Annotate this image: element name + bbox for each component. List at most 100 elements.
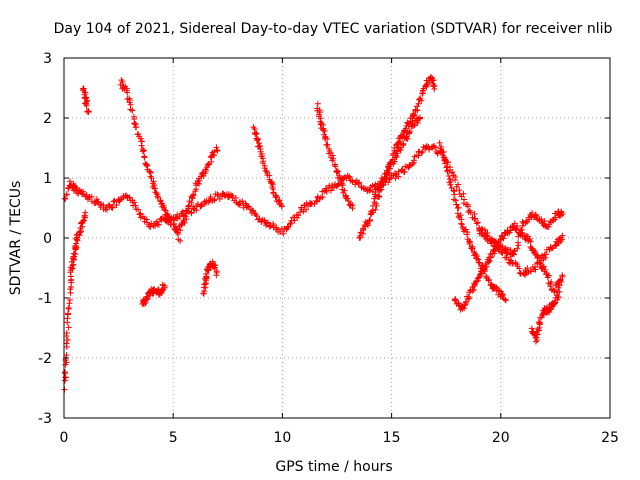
data-point bbox=[365, 222, 372, 229]
data-point bbox=[392, 154, 399, 161]
data-point bbox=[544, 274, 551, 281]
data-point bbox=[557, 277, 564, 284]
data-point bbox=[517, 226, 524, 233]
x-axis-label: GPS time / hours bbox=[275, 459, 392, 475]
data-point bbox=[458, 221, 465, 228]
data-point bbox=[66, 178, 73, 185]
data-point bbox=[559, 210, 566, 217]
data-point bbox=[94, 198, 101, 205]
data-point bbox=[551, 210, 558, 217]
data-point bbox=[556, 281, 563, 288]
y-tick-label: -3 bbox=[38, 411, 52, 427]
data-point bbox=[513, 225, 520, 232]
data-point bbox=[406, 128, 413, 135]
series-main-trend bbox=[62, 143, 566, 278]
data-point bbox=[64, 315, 71, 322]
data-point bbox=[210, 151, 217, 158]
data-point bbox=[182, 213, 189, 220]
data-point bbox=[550, 286, 557, 293]
y-tick-label: 2 bbox=[43, 111, 52, 127]
x-axis-ticks: 0 5 10 15 20 25 bbox=[60, 58, 619, 446]
data-point bbox=[440, 149, 447, 156]
data-point bbox=[147, 223, 154, 230]
data-point bbox=[452, 297, 459, 304]
data-point bbox=[366, 216, 373, 223]
data-point bbox=[558, 236, 565, 243]
data-point bbox=[486, 276, 493, 283]
data-point bbox=[86, 194, 93, 201]
data-point bbox=[402, 125, 409, 132]
data-point bbox=[83, 102, 90, 109]
data-point bbox=[516, 231, 523, 238]
data-point bbox=[542, 266, 549, 273]
data-point bbox=[65, 324, 72, 331]
series-arc-a bbox=[61, 209, 89, 393]
data-point bbox=[373, 200, 380, 207]
data-point bbox=[473, 220, 480, 227]
data-point bbox=[417, 114, 424, 121]
data-point bbox=[427, 74, 434, 81]
data-point bbox=[214, 147, 221, 154]
data-point bbox=[140, 147, 147, 154]
data-point bbox=[322, 134, 329, 141]
series-arc-n bbox=[528, 272, 566, 345]
data-point bbox=[190, 191, 197, 198]
data-point bbox=[559, 272, 566, 279]
data-point bbox=[537, 259, 544, 266]
data-point bbox=[415, 100, 422, 107]
data-point bbox=[410, 122, 417, 129]
data-point bbox=[313, 197, 320, 204]
data-point bbox=[181, 219, 188, 226]
data-point bbox=[82, 214, 89, 221]
data-point bbox=[155, 221, 162, 228]
data-point bbox=[213, 272, 220, 279]
data-point bbox=[251, 125, 258, 132]
data-point bbox=[527, 238, 534, 245]
data-point bbox=[385, 169, 392, 176]
data-point bbox=[183, 216, 190, 223]
data-point bbox=[491, 237, 498, 244]
data-point bbox=[336, 172, 343, 179]
data-point bbox=[294, 214, 301, 221]
data-point bbox=[67, 273, 74, 280]
data-point bbox=[332, 163, 339, 170]
data-point bbox=[254, 136, 261, 143]
data-point bbox=[205, 161, 212, 168]
data-point bbox=[375, 192, 382, 199]
data-point bbox=[319, 194, 326, 201]
data-point bbox=[162, 207, 169, 214]
data-point bbox=[393, 154, 400, 161]
data-point bbox=[153, 190, 160, 197]
data-point bbox=[341, 187, 348, 194]
series-arc-b bbox=[79, 85, 92, 115]
data-point bbox=[131, 120, 138, 127]
data-point bbox=[453, 201, 460, 208]
data-point bbox=[376, 187, 383, 194]
data-point bbox=[455, 181, 462, 188]
data-point bbox=[372, 206, 379, 213]
data-point bbox=[486, 257, 493, 264]
data-point bbox=[189, 192, 196, 199]
data-point bbox=[548, 279, 555, 286]
data-point bbox=[93, 196, 100, 203]
data-point bbox=[103, 206, 110, 213]
data-point bbox=[63, 329, 70, 336]
data-point bbox=[384, 170, 391, 177]
data-point bbox=[63, 352, 70, 359]
x-tick-label: 15 bbox=[383, 430, 401, 446]
data-point bbox=[349, 178, 356, 185]
data-point bbox=[455, 204, 462, 211]
data-point bbox=[69, 262, 76, 269]
data-point bbox=[507, 257, 514, 264]
data-point bbox=[501, 296, 508, 303]
series-arc-h bbox=[314, 100, 356, 212]
data-point bbox=[70, 261, 77, 268]
data-point bbox=[372, 189, 379, 196]
series-arc-l bbox=[451, 220, 564, 313]
data-point bbox=[473, 255, 480, 262]
data-point bbox=[123, 192, 130, 199]
data-point bbox=[81, 213, 88, 220]
data-point bbox=[203, 273, 210, 280]
data-point bbox=[466, 238, 473, 245]
data-point bbox=[278, 202, 285, 209]
